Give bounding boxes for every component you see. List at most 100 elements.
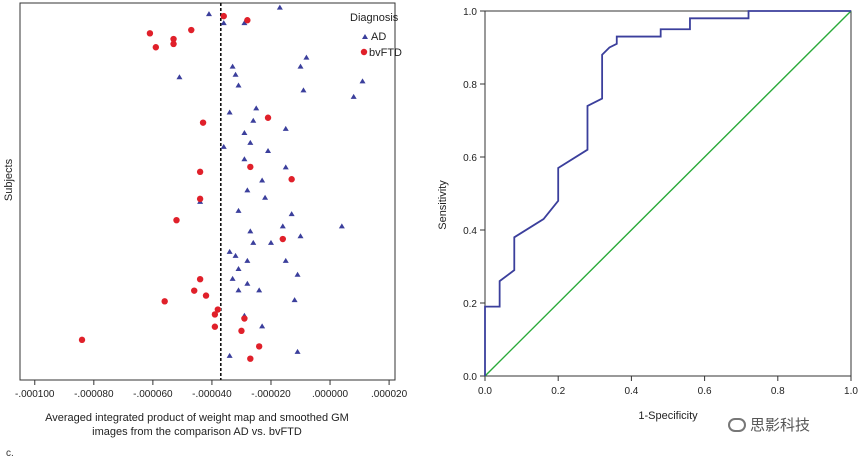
roc-x-tick-label: 0.2 xyxy=(551,386,565,397)
bvftd-point xyxy=(188,26,195,34)
watermark: 思影科技 xyxy=(728,414,810,435)
scatter-x-tick-label: -.000080 xyxy=(74,389,114,400)
bvftd-point xyxy=(152,44,160,51)
ad-point xyxy=(256,287,263,293)
legend-marker-bvftd xyxy=(360,48,368,56)
roc-x-axis: 0.0 0.2 0.4 0.6 0.8 1.0 xyxy=(478,376,858,397)
bvftd-point xyxy=(220,12,227,20)
ad-point xyxy=(350,93,357,99)
roc-curve xyxy=(484,10,851,376)
ad-point xyxy=(282,257,289,263)
ad-point xyxy=(294,271,301,277)
ad-point xyxy=(297,63,304,69)
bvftd-point xyxy=(247,355,254,362)
bvftd-point xyxy=(170,40,177,48)
roc-x-tick-label: 1.0 xyxy=(844,386,858,397)
bvftd-point xyxy=(264,114,272,121)
ad-point xyxy=(291,297,298,303)
bvftd-point xyxy=(211,311,219,318)
scatter-x-tick-label: -.000040 xyxy=(192,389,232,400)
wechat-icon xyxy=(728,417,746,432)
scatter-y-label: Subjects xyxy=(3,158,15,201)
ad-point xyxy=(226,352,233,358)
ad-point xyxy=(259,323,266,329)
roc-y-tick-label: 0.4 xyxy=(463,226,477,237)
ad-point xyxy=(297,233,304,239)
roc-y-tick-label: 0.8 xyxy=(463,80,477,91)
roc-x-tick-label: 0.8 xyxy=(771,386,785,397)
roc-x-tick-label: 0.0 xyxy=(478,386,492,397)
bvftd-point xyxy=(255,343,263,350)
ad-point xyxy=(235,287,242,293)
ad-point xyxy=(288,211,295,217)
ad-point xyxy=(226,109,233,115)
bvftd-point xyxy=(247,163,254,171)
ad-point xyxy=(226,248,233,254)
ad-point xyxy=(241,20,248,26)
ad-point xyxy=(244,257,251,263)
bvftd-point xyxy=(202,292,210,299)
ad-point xyxy=(232,252,239,258)
scatter-plot-frame xyxy=(19,2,396,381)
roc-y-axis: 0.0 0.2 0.4 0.6 0.8 1.0 xyxy=(463,7,485,383)
bvftd-point xyxy=(78,336,86,344)
legend: Diagnosis AD bvFTD xyxy=(350,12,402,59)
bvftd-point xyxy=(170,35,177,43)
legend-label-bvftd: bvFTD xyxy=(369,47,402,59)
bvftd-point xyxy=(279,235,286,243)
bvftd-point xyxy=(191,287,198,294)
roc-y-tick-label: 0.2 xyxy=(463,299,477,310)
ad-point xyxy=(279,223,286,229)
scatter-x-tick-label: -.000100 xyxy=(15,389,55,400)
ad-point xyxy=(262,194,269,200)
bvftd-point xyxy=(196,195,204,203)
ad-point xyxy=(235,266,242,272)
ad-point xyxy=(244,187,251,193)
bvftd-point xyxy=(211,323,219,330)
scatter-x-tick-label: -.000020 xyxy=(251,389,291,400)
bvftd-point xyxy=(238,327,245,335)
ad-point xyxy=(282,164,289,170)
legend-marker-ad xyxy=(362,34,368,39)
ad-point xyxy=(282,125,289,131)
ad-point xyxy=(250,117,257,123)
bvftd-point xyxy=(173,216,180,224)
ad-point xyxy=(259,177,266,183)
legend-title: Diagnosis xyxy=(350,12,399,24)
bvftd-point xyxy=(146,30,154,37)
ad-point xyxy=(276,4,283,10)
ad-point xyxy=(267,239,274,245)
ad-point xyxy=(303,54,310,60)
bvftd-point xyxy=(196,275,204,283)
ad-point xyxy=(253,105,260,111)
scatter-x-label-line1: Averaged integrated product of weight ma… xyxy=(45,412,349,424)
roc-reference-line xyxy=(484,10,852,377)
bvftd-point xyxy=(241,315,248,322)
roc-y-tick-label: 1.0 xyxy=(463,7,477,18)
ad-point xyxy=(241,129,248,135)
roc-x-label: 1-Specificity xyxy=(638,410,698,422)
roc-plot-frame xyxy=(484,10,852,377)
legend-label-ad: AD xyxy=(371,31,386,43)
figure-label: c. xyxy=(6,448,14,459)
roc-y-tick-label: 0.0 xyxy=(463,372,477,383)
ad-point xyxy=(235,82,242,88)
roc-y-tick-label: 0.6 xyxy=(463,153,477,164)
scatter-points xyxy=(78,4,366,362)
roc-y-label: Sensitivity xyxy=(437,180,449,230)
ad-point xyxy=(244,280,251,286)
ad-point xyxy=(247,228,254,234)
scatter-x-tick-label: -.000060 xyxy=(133,389,173,400)
ad-point xyxy=(176,74,183,80)
roc-chart: 0.0 0.2 0.4 0.6 0.8 1.0 0.0 0.2 0.4 0.6 0.8 1.0 1-… xyxy=(437,7,858,422)
ad-point xyxy=(265,148,272,154)
bvftd-point xyxy=(199,119,207,126)
bvftd-point xyxy=(196,168,204,176)
bvftd-point xyxy=(214,306,222,313)
scatter-x-tick-label: .000000 xyxy=(312,389,349,400)
ad-point xyxy=(232,71,239,77)
roc-x-tick-label: 0.6 xyxy=(698,386,712,397)
bvftd-point xyxy=(288,176,295,183)
ad-point xyxy=(229,63,236,69)
scatter-x-axis: -.000100 -.000080 -.000060 -.000040 -.000020… xyxy=(15,380,408,400)
